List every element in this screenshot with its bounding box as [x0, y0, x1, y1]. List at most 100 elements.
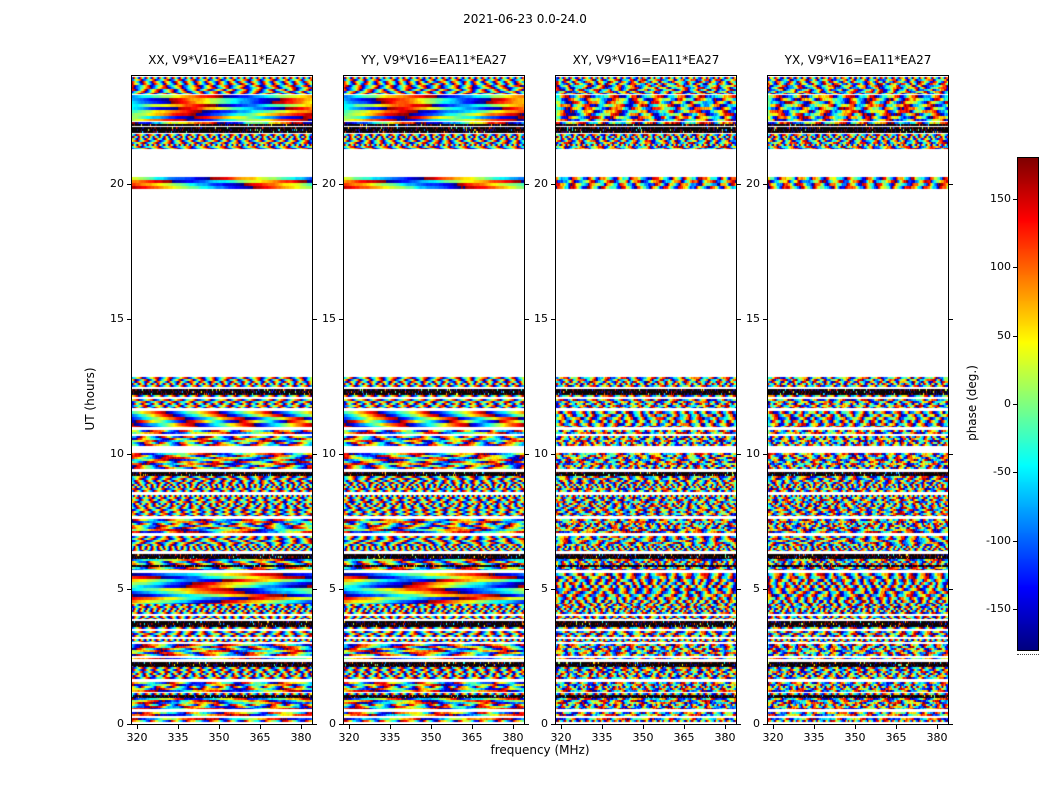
x-tick-label: 350 — [208, 731, 230, 744]
y-tick-label: 5 — [541, 582, 548, 595]
x-tick — [814, 725, 815, 729]
x-tick — [349, 725, 350, 729]
x-tick — [472, 725, 473, 729]
y-tick — [551, 454, 555, 455]
y-tick-right — [737, 184, 741, 185]
y-tick-label: 10 — [746, 447, 760, 460]
y-tick-right — [525, 724, 529, 725]
y-tick-right — [525, 454, 529, 455]
colorbar-gradient — [1018, 158, 1038, 650]
waterfall-canvas-yx — [768, 76, 948, 724]
y-tick-right — [313, 454, 317, 455]
x-tick-label: 365 — [249, 731, 271, 744]
y-tick — [339, 724, 343, 725]
colorbar-tick — [1013, 541, 1017, 542]
y-tick-right — [525, 184, 529, 185]
waterfall-canvas-yy — [344, 76, 524, 724]
y-tick — [339, 184, 343, 185]
x-axis-label: frequency (MHz) — [490, 743, 590, 757]
x-tick — [260, 725, 261, 729]
x-tick-label: 350 — [420, 731, 442, 744]
colorbar-tick — [1013, 609, 1017, 610]
x-tick — [513, 725, 514, 729]
x-tick-label: 320 — [338, 731, 360, 744]
y-tick-label: 0 — [117, 717, 124, 730]
colorbar-end-dots — [1017, 654, 1039, 655]
x-tick-label: 320 — [550, 731, 572, 744]
y-tick-label: 0 — [329, 717, 336, 730]
y-tick — [127, 454, 131, 455]
y-tick-right — [949, 724, 953, 725]
y-tick-label: 20 — [110, 177, 124, 190]
y-tick — [127, 319, 131, 320]
y-tick-label: 15 — [322, 312, 336, 325]
y-tick-right — [949, 319, 953, 320]
y-tick-label: 0 — [753, 717, 760, 730]
y-tick-right — [525, 589, 529, 590]
y-tick-right — [949, 184, 953, 185]
panel-title-yx: YX, V9*V16=EA11*EA27 — [784, 53, 932, 67]
y-tick — [551, 724, 555, 725]
panel-xx — [131, 75, 313, 725]
x-tick-label: 335 — [379, 731, 401, 744]
x-tick-label: 335 — [591, 731, 613, 744]
y-tick-label: 5 — [329, 582, 336, 595]
x-tick — [137, 725, 138, 729]
y-tick-label: 20 — [534, 177, 548, 190]
y-tick — [551, 184, 555, 185]
panel-title-yy: YY, V9*V16=EA11*EA27 — [361, 53, 507, 67]
y-tick-label: 0 — [541, 717, 548, 730]
x-tick-label: 320 — [126, 731, 148, 744]
x-tick — [643, 725, 644, 729]
x-tick — [301, 725, 302, 729]
x-tick — [178, 725, 179, 729]
panel-yx — [767, 75, 949, 725]
y-tick-right — [737, 724, 741, 725]
colorbar-tick-label: 0 — [1004, 397, 1011, 410]
colorbar-tick-label: 100 — [990, 260, 1011, 273]
y-tick-label: 20 — [322, 177, 336, 190]
y-tick-right — [313, 184, 317, 185]
x-tick — [219, 725, 220, 729]
y-tick-label: 5 — [753, 582, 760, 595]
colorbar — [1017, 157, 1039, 651]
y-tick-label: 5 — [117, 582, 124, 595]
x-tick-label: 335 — [167, 731, 189, 744]
y-tick — [127, 184, 131, 185]
panel-title-xy: XY, V9*V16=EA11*EA27 — [572, 53, 720, 67]
panel-yy — [343, 75, 525, 725]
x-tick — [561, 725, 562, 729]
x-tick — [725, 725, 726, 729]
figure-title: 2021-06-23 0.0-24.0 — [463, 12, 587, 26]
y-tick — [339, 589, 343, 590]
colorbar-tick-label: 150 — [990, 192, 1011, 205]
colorbar-tick-label: -150 — [986, 602, 1011, 615]
y-tick-right — [737, 454, 741, 455]
colorbar-tick — [1013, 336, 1017, 337]
x-tick — [431, 725, 432, 729]
y-tick-label: 10 — [534, 447, 548, 460]
y-tick — [763, 454, 767, 455]
y-tick — [339, 454, 343, 455]
x-tick — [602, 725, 603, 729]
x-tick — [684, 725, 685, 729]
y-tick — [127, 589, 131, 590]
y-tick — [551, 319, 555, 320]
x-tick — [896, 725, 897, 729]
y-tick — [551, 589, 555, 590]
y-tick-label: 15 — [110, 312, 124, 325]
y-tick — [339, 319, 343, 320]
waterfall-canvas-xy — [556, 76, 736, 724]
y-tick — [763, 589, 767, 590]
x-tick — [855, 725, 856, 729]
x-tick-label: 320 — [762, 731, 784, 744]
x-tick-label: 350 — [844, 731, 866, 744]
y-tick-right — [949, 454, 953, 455]
x-tick — [773, 725, 774, 729]
x-tick-label: 350 — [632, 731, 654, 744]
colorbar-tick-label: -50 — [993, 465, 1011, 478]
y-tick-right — [949, 589, 953, 590]
x-tick — [937, 725, 938, 729]
y-tick-label: 15 — [746, 312, 760, 325]
